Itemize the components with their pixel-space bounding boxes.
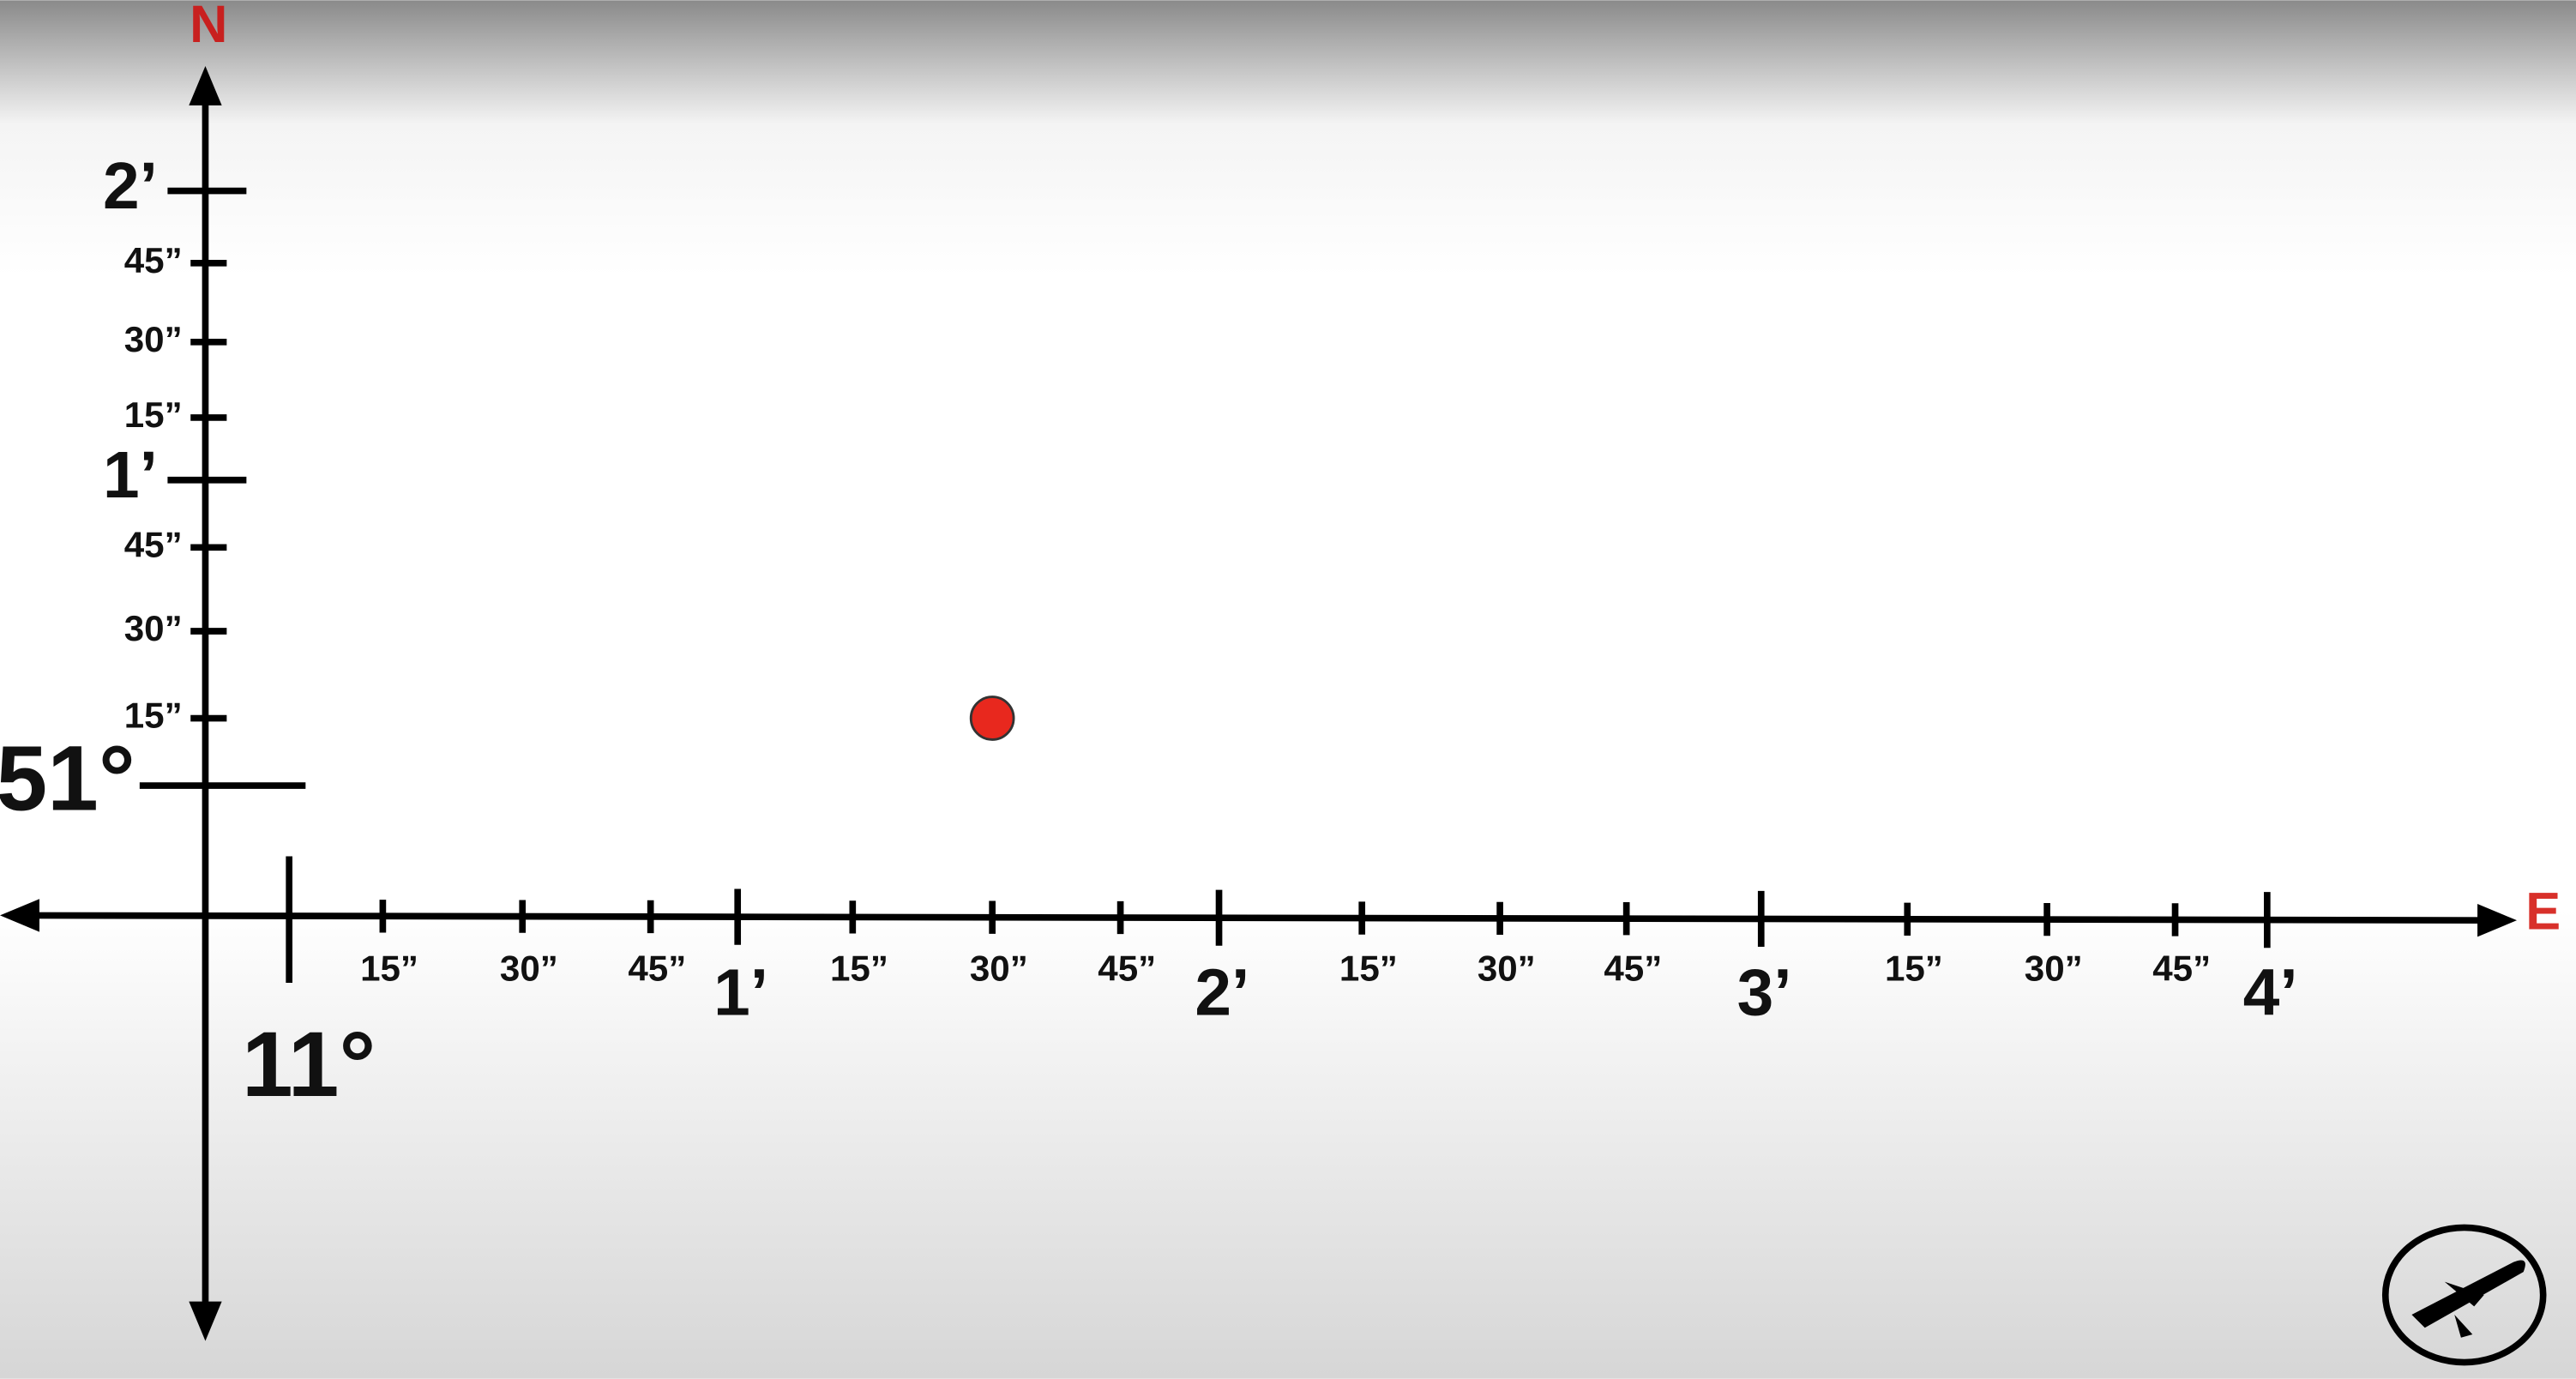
x-tick-label: 2’ [1195,956,1249,1029]
x-tick-label: 30” [1478,948,1536,989]
y-tick-label: 1’ [103,439,158,512]
east-axis [22,912,2495,924]
arrow-east [2477,904,2518,937]
arrowheads [0,65,2518,1341]
x-tick-label: 4’ [2243,956,2298,1029]
east-label: E [2525,882,2561,941]
x-tick-label: 1’ [713,956,768,1029]
x-tick-label: 30” [500,948,558,989]
y-tick-label: 15” [124,696,183,736]
longitude-origin: 11° [242,1013,376,1116]
x-tick-label: 30” [970,948,1028,989]
y-tick-label: 45” [124,240,183,280]
arrow-north [189,65,222,105]
north-label: N [190,0,227,53]
x-tick-label: 45” [1604,948,1662,989]
y-tick-label: 15” [124,394,183,435]
latitude-origin: 51° [0,726,135,829]
x-tick-label: 15” [1885,948,1943,989]
arrow-south [189,1301,222,1341]
x-tick-label: 15” [1339,948,1398,989]
airplane-logo [2381,1224,2547,1366]
x-tick-label: 30” [2025,948,2083,989]
y-tick-label: 30” [124,319,183,359]
x-tick-label: 3’ [1737,956,1792,1029]
x-tick-label: 15” [360,948,418,989]
x-tick-label: 45” [1098,948,1156,989]
x-tick-label: 15” [830,948,888,989]
x-tick-label: 45” [2152,948,2211,989]
x-tick-label: 45” [628,948,686,989]
axes [22,95,2495,1315]
arrow-west [0,899,39,932]
location-point [969,696,1015,741]
y-tick-label: 45” [124,524,183,564]
y-tick-label: 2’ [103,150,158,223]
y-tick-label: 30” [124,608,183,648]
